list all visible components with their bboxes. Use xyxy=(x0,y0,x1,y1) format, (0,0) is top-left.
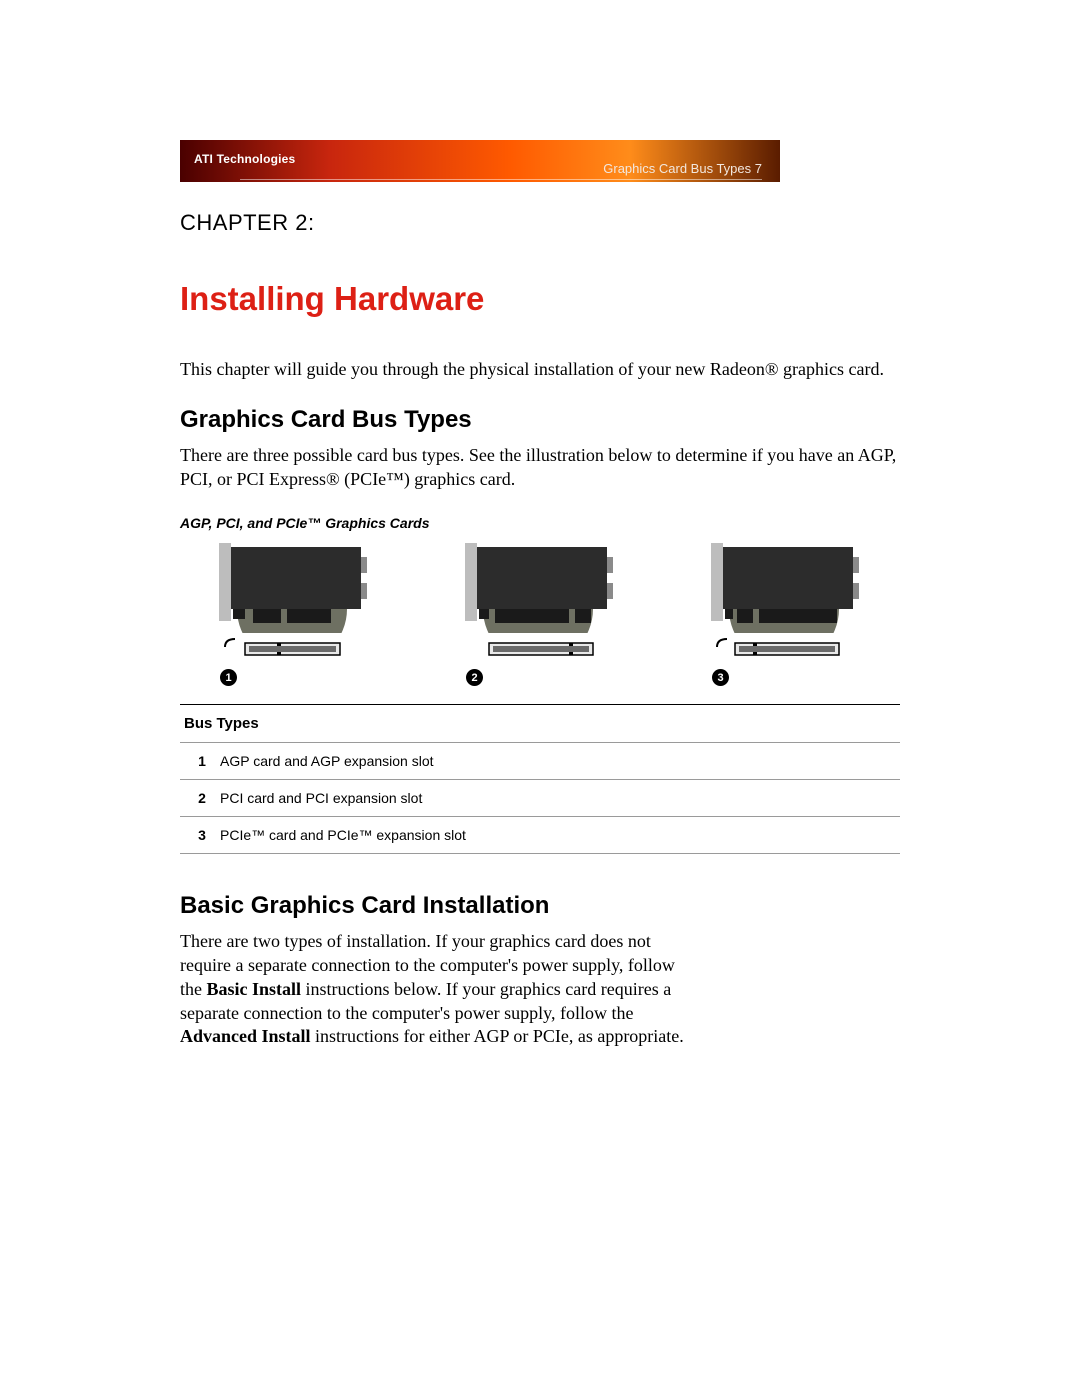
bus-table-header: Bus Types xyxy=(180,705,900,742)
slot-pci-icon xyxy=(465,637,615,659)
header-banner: ATI Technologies Graphics Card Bus Types… xyxy=(180,140,780,182)
table-row-desc: PCIe™ card and PCIe™ expansion slot xyxy=(220,827,466,843)
header-brand: ATI Technologies xyxy=(194,152,295,166)
callout-2: 2 xyxy=(466,669,483,686)
table-row-num: 2 xyxy=(184,790,220,806)
bus-types-heading: Graphics Card Bus Types xyxy=(180,406,900,434)
table-row: 1 AGP card and AGP expansion slot xyxy=(180,742,900,779)
slot-agp-icon xyxy=(219,637,369,659)
card-pcie: 3 xyxy=(672,543,900,686)
cards-illustration: 1 2 xyxy=(180,543,900,686)
slot-pcie-icon xyxy=(711,637,861,659)
card-pcie-icon xyxy=(711,543,861,633)
card-pci-icon xyxy=(465,543,615,633)
install-bold-advanced: Advanced Install xyxy=(180,1026,311,1046)
header-section-label: Graphics Card Bus Types 7 xyxy=(603,161,762,176)
table-row-num: 1 xyxy=(184,753,220,769)
install-text-post: instructions for either AGP or PCIe, as … xyxy=(311,1026,684,1046)
bus-types-intro: There are three possible card bus types.… xyxy=(180,444,900,492)
table-row: 2 PCI card and PCI expansion slot xyxy=(180,779,900,816)
table-row: 3 PCIe™ card and PCIe™ expansion slot xyxy=(180,816,900,853)
callout-3: 3 xyxy=(712,669,729,686)
card-agp-icon xyxy=(219,543,369,633)
callout-1: 1 xyxy=(220,669,237,686)
basic-install-text: There are two types of installation. If … xyxy=(180,930,700,1049)
bus-types-table: Bus Types 1 AGP card and AGP expansion s… xyxy=(180,704,900,854)
chapter-title: Installing Hardware xyxy=(180,280,900,318)
table-row-num: 3 xyxy=(184,827,220,843)
chapter-intro: This chapter will guide you through the … xyxy=(180,358,900,382)
figure-caption: AGP, PCI, and PCIe™ Graphics Cards xyxy=(180,515,900,531)
card-pci: 2 xyxy=(426,543,654,686)
table-row-desc: AGP card and AGP expansion slot xyxy=(220,753,434,769)
table-row-desc: PCI card and PCI expansion slot xyxy=(220,790,422,806)
chapter-label: CHAPTER 2: xyxy=(180,210,900,236)
header-underline xyxy=(240,179,762,180)
basic-install-heading: Basic Graphics Card Installation xyxy=(180,892,900,920)
install-bold-basic: Basic Install xyxy=(207,979,302,999)
card-agp: 1 xyxy=(180,543,408,686)
